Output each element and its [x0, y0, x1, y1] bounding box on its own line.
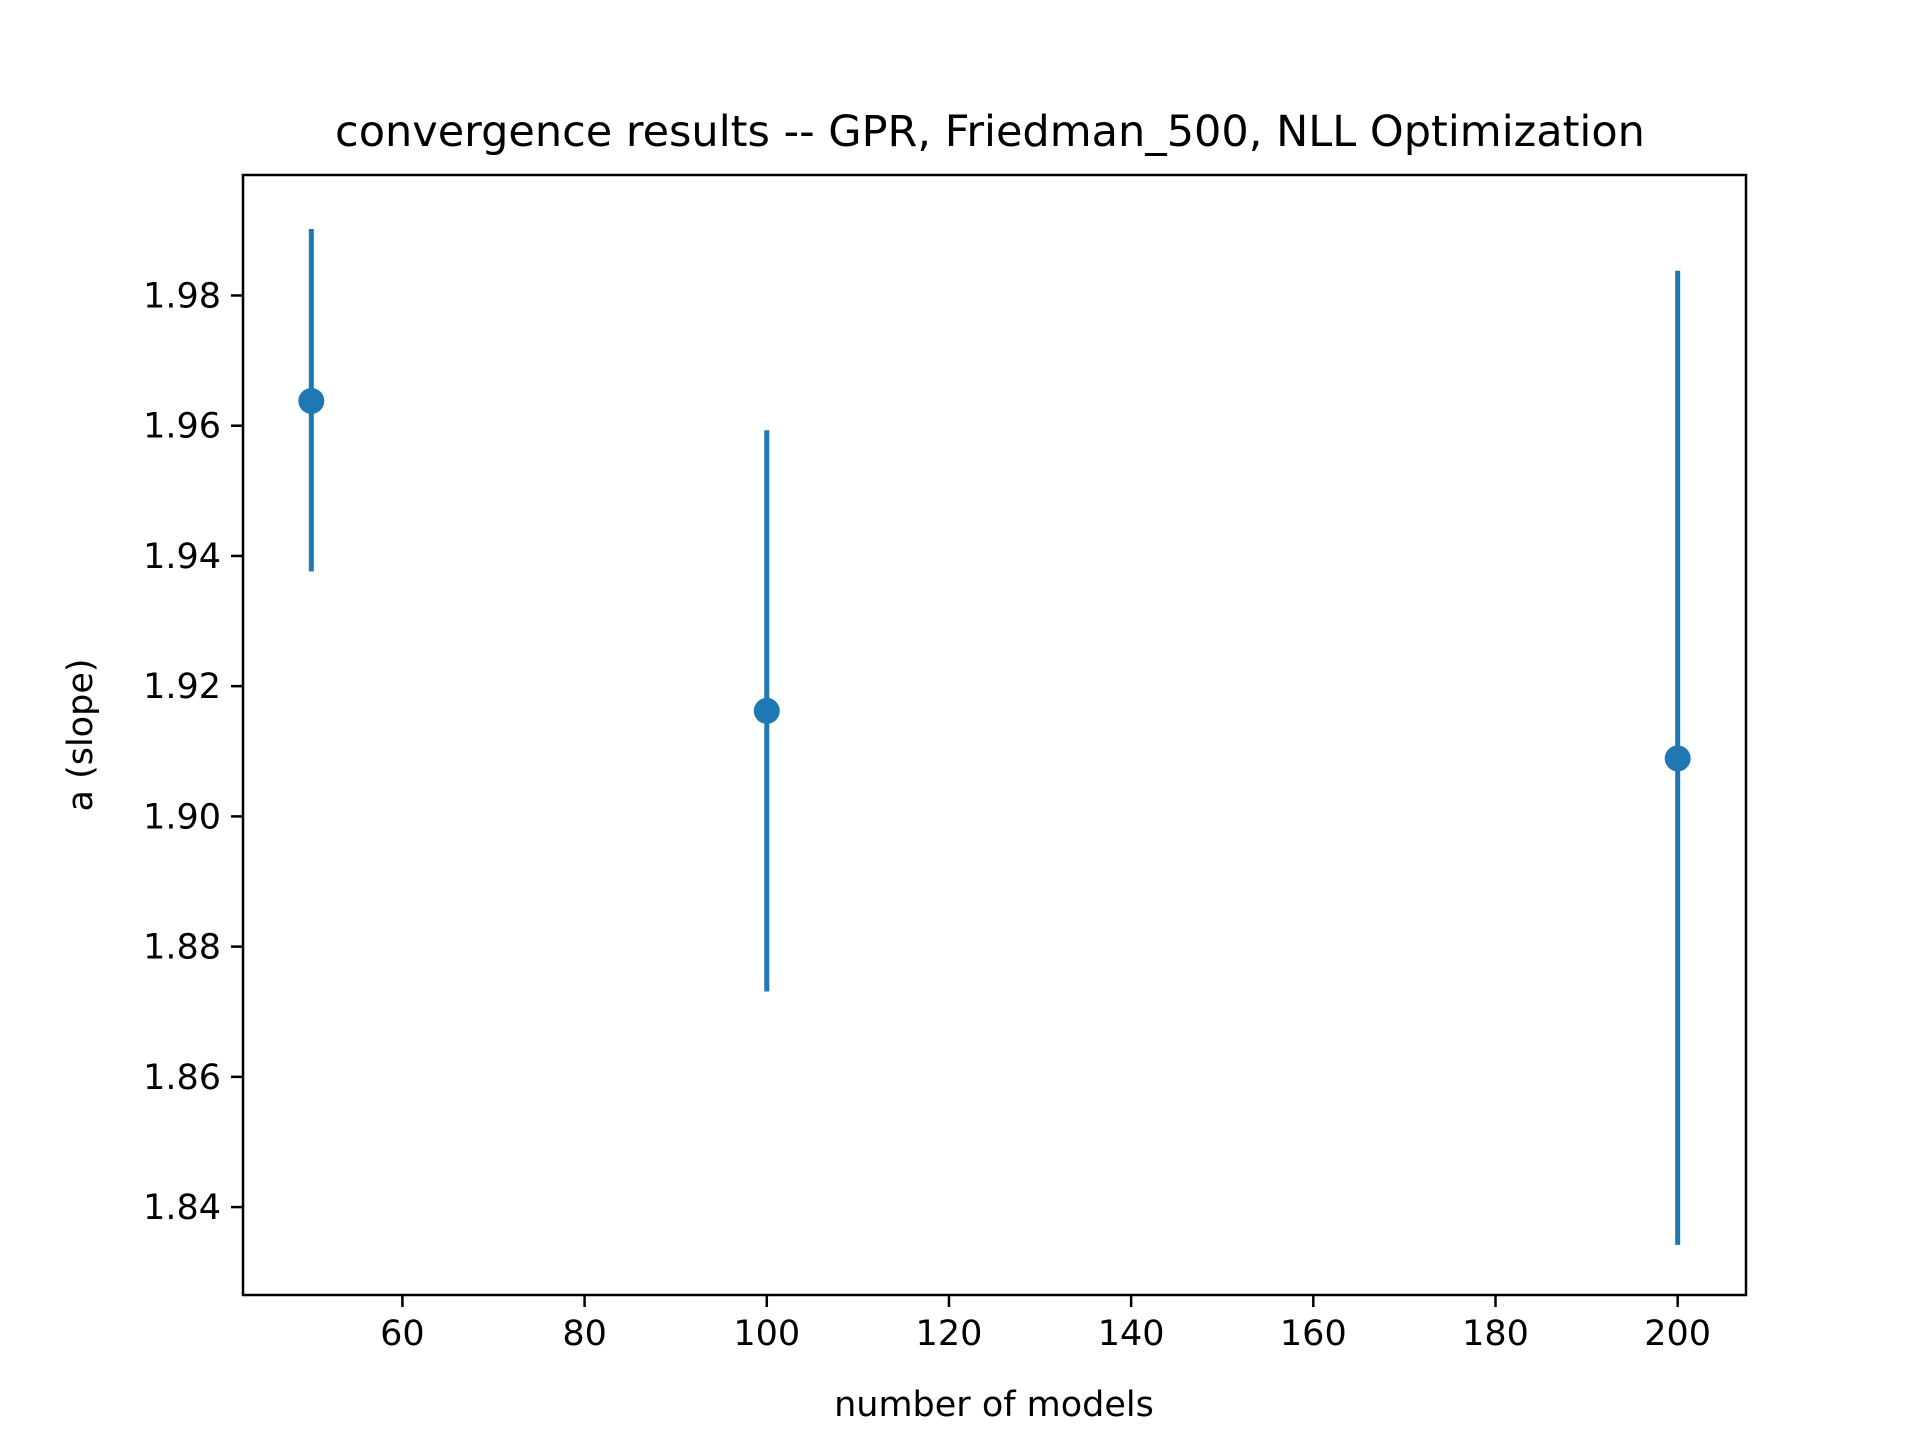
data-point — [753, 697, 780, 724]
y-axis-label: a (slope) — [61, 658, 101, 811]
y-tick-label: 1.94 — [143, 537, 221, 577]
y-tick-label: 1.84 — [143, 1188, 221, 1228]
chart-title: convergence results -- GPR, Friedman_500… — [335, 107, 1645, 157]
axes-frame — [241, 173, 1748, 1297]
x-tick-label: 180 — [1462, 1314, 1529, 1354]
y-tick-label: 1.86 — [143, 1058, 221, 1098]
x-tick-label: 80 — [562, 1314, 607, 1354]
y-tick-label: 1.90 — [143, 797, 221, 837]
x-tick-label: 200 — [1644, 1314, 1711, 1354]
y-axis-ticks: 1.84 1.86 1.88 1.90 1.92 1.94 1.96 1.98 — [143, 276, 243, 1228]
y-tick-label: 1.98 — [143, 276, 221, 316]
y-tick-label: 1.96 — [143, 407, 221, 447]
data-point — [298, 387, 325, 414]
data-point — [1664, 745, 1691, 772]
x-tick-label: 60 — [380, 1314, 425, 1354]
x-tick-label: 160 — [1280, 1314, 1347, 1354]
plot-marks — [298, 229, 1691, 1245]
x-tick-label: 120 — [916, 1314, 983, 1354]
x-axis-ticks: 60 80 100 120 140 160 180 200 — [380, 1295, 1711, 1354]
x-axis-label: number of models — [834, 1385, 1154, 1425]
y-tick-label: 1.88 — [143, 928, 221, 968]
x-tick-label: 140 — [1098, 1314, 1165, 1354]
x-tick-label: 100 — [733, 1314, 800, 1354]
y-tick-label: 1.92 — [143, 667, 221, 707]
